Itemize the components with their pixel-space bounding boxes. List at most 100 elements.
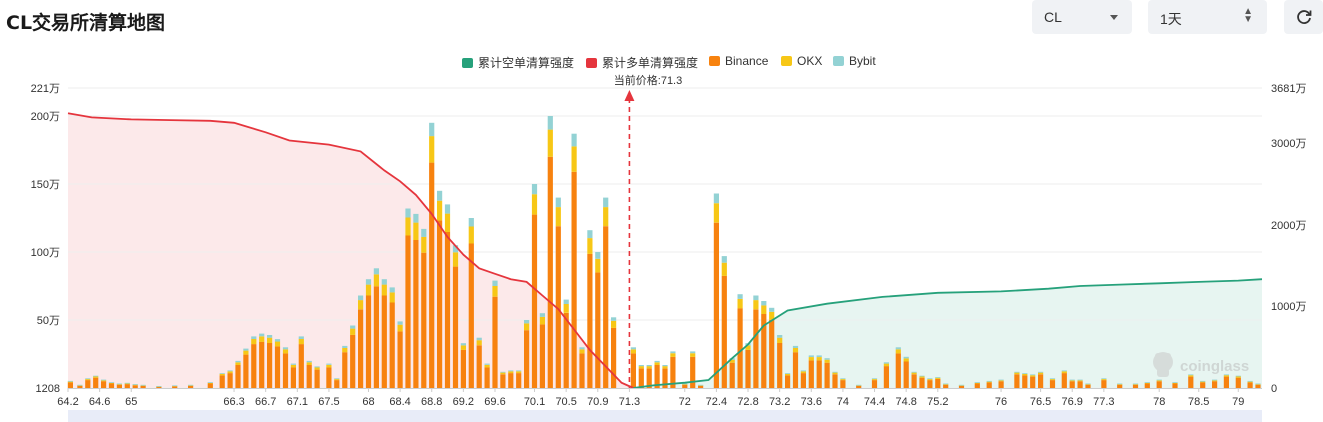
bar-bybit [832, 371, 838, 373]
legend-swatch [709, 56, 720, 66]
x-tick-label: 74 [837, 396, 849, 408]
bar-bybit [998, 379, 1004, 381]
bar-binance [1038, 374, 1044, 388]
bar-okx [227, 371, 233, 374]
bar-okx [476, 340, 482, 346]
bar-binance [856, 385, 862, 388]
bar-okx [737, 298, 743, 309]
bar-bybit [1200, 380, 1206, 382]
bar-bybit [444, 204, 451, 214]
bar-bybit [721, 256, 727, 263]
bar-bybit [856, 384, 862, 386]
bar-binance [267, 343, 273, 388]
x-tick-label: 74.8 [895, 396, 916, 408]
axes: 1208 50万 100万 150万 200万 221万 0 1000万 2000万 3000万 3… [31, 83, 1306, 422]
legend-swatch [586, 58, 597, 68]
bar-binance [358, 309, 364, 388]
x-tick-label: 70.1 [524, 396, 545, 408]
time-range-select[interactable]: 1天 ▲ ▼ [1148, 0, 1267, 34]
bar-okx [405, 217, 411, 236]
bar-okx [326, 364, 332, 368]
bar-okx [358, 300, 364, 310]
bar-okx [1200, 381, 1206, 383]
bar-bybit [500, 371, 506, 373]
bar-bybit [101, 379, 107, 381]
bar-binance [792, 352, 799, 388]
bar-binance [690, 356, 696, 388]
bar-okx [919, 376, 925, 378]
bar-binance [516, 373, 522, 388]
bar-okx [314, 367, 320, 370]
bar-okx [769, 311, 775, 320]
bar-okx [413, 222, 419, 240]
bar-okx [563, 304, 569, 313]
bar-bybit [571, 133, 577, 147]
bar-binance [365, 295, 372, 388]
bar-okx [713, 203, 719, 223]
bar-bybit [563, 299, 569, 304]
bar-bybit [282, 347, 289, 350]
bar-okx [1188, 375, 1194, 377]
bar-binance [638, 368, 644, 388]
legend-item-long-cum[interactable]: 累计多单清算强度 [586, 54, 698, 71]
legend-swatch [781, 56, 792, 66]
bar-binance [646, 368, 652, 388]
bar-okx [792, 348, 799, 353]
bar-bybit [1212, 379, 1218, 381]
bar-okx [207, 382, 213, 384]
bar-bybit [67, 380, 73, 382]
x-tick-label: 66.3 [223, 396, 244, 408]
bar-okx [282, 349, 289, 354]
bar-bybit [140, 384, 146, 386]
x-tick-label: 67.1 [287, 396, 308, 408]
bar-bybit [927, 378, 933, 380]
bar-bybit [243, 348, 249, 351]
bar-binance [785, 375, 791, 388]
bar-binance [334, 380, 340, 388]
symbol-select[interactable]: CL [1032, 0, 1132, 34]
bar-binance [282, 353, 289, 388]
bar-bybit [342, 345, 348, 348]
bar-okx [1077, 380, 1083, 382]
bar-bybit [895, 347, 901, 350]
refresh-button[interactable] [1284, 0, 1323, 34]
bar-bybit [476, 337, 482, 341]
bar-bybit [188, 384, 194, 386]
chevron-down-icon [1110, 15, 1118, 20]
bar-okx [219, 373, 225, 376]
bar-binance [682, 384, 688, 388]
bar-bybit [259, 333, 265, 337]
bar-binance [800, 373, 806, 388]
bar-binance [314, 369, 320, 388]
bar-bybit [1101, 378, 1107, 380]
bar-bybit [662, 365, 668, 367]
long-cum-line [67, 112, 634, 389]
bar-okx [93, 376, 99, 378]
bar-okx [670, 353, 676, 357]
bar-okx [1038, 372, 1044, 375]
bar-binance [298, 344, 304, 388]
legend-item-okx[interactable]: OKX [781, 54, 822, 68]
bar-okx [67, 381, 73, 383]
bar-bybit [358, 295, 364, 301]
legend-item-short-cum[interactable]: 累计空单清算强度 [462, 54, 574, 71]
x-tick-label: 64.2 [57, 396, 78, 408]
cumulative-lines [67, 112, 1263, 389]
bar-binance [101, 381, 107, 388]
bar-binance [452, 266, 459, 388]
bar-bybit [389, 287, 395, 293]
legend-item-binance[interactable]: Binance [709, 54, 768, 68]
bar-okx [761, 305, 767, 314]
legend-item-bybit[interactable]: Bybit [833, 54, 876, 68]
bar-binance [903, 361, 909, 388]
bar-series [67, 116, 1261, 388]
bar-binance [373, 286, 379, 388]
bar-okx [883, 363, 889, 367]
bar-binance [721, 275, 727, 388]
legend-label: 累计空单清算强度 [478, 56, 575, 70]
x-tick-label: 70.5 [555, 396, 576, 408]
bar-binance [563, 312, 569, 388]
bar-okx [460, 345, 466, 350]
watermark: coinglass [1153, 352, 1249, 377]
bar-bybit [251, 336, 257, 339]
